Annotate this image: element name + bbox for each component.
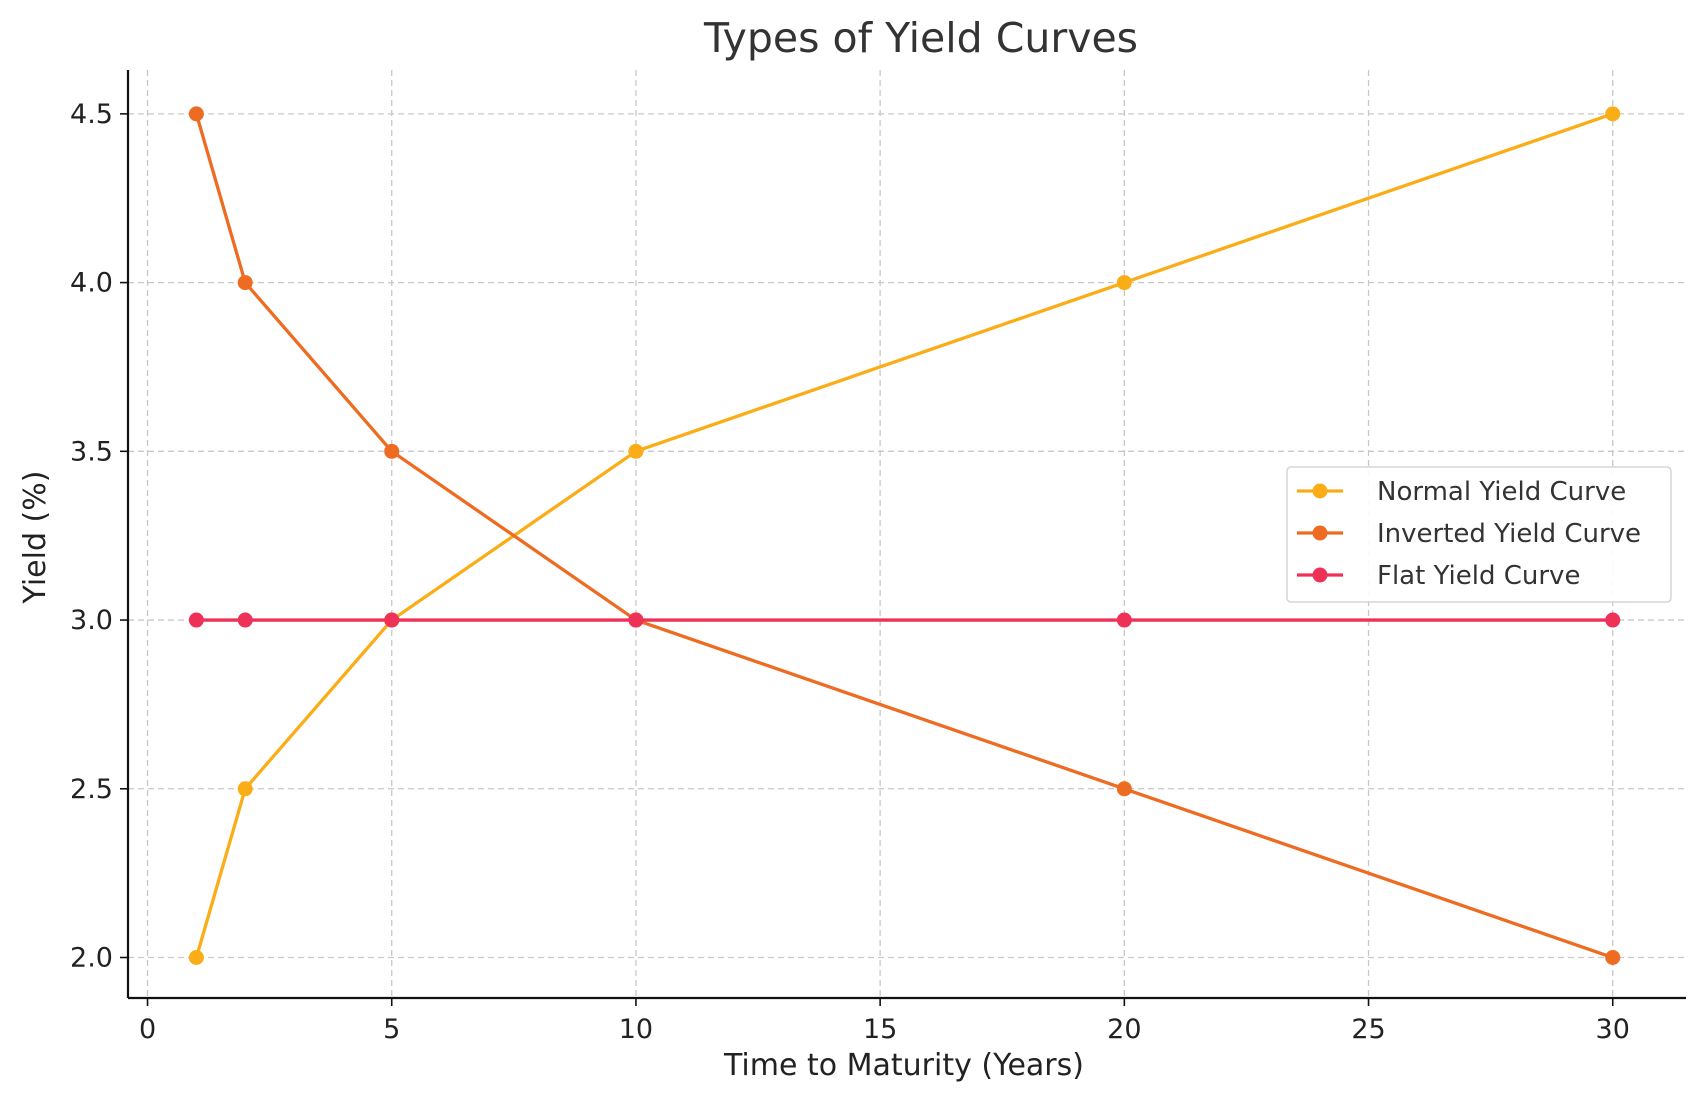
legend-marker-inverted-yield-curve: [1312, 525, 1328, 541]
legend-label-inverted-yield-curve: Inverted Yield Curve: [1377, 519, 1641, 549]
data-point-flat-yield-curve: [384, 612, 400, 628]
legend: Normal Yield Curve Inverted Yield Curve Fl…: [1286, 466, 1672, 603]
y-tick-label: 2.5: [70, 774, 113, 805]
x-axis-title: Time to Maturity (Years): [723, 1048, 1084, 1083]
data-point-inverted-yield-curve: [1605, 950, 1621, 966]
legend-marker-flat-yield-curve: [1312, 567, 1328, 583]
legend-label-normal-yield-curve: Normal Yield Curve: [1377, 477, 1626, 507]
data-point-flat-yield-curve: [237, 612, 253, 628]
series-group: [188, 106, 1621, 966]
axes: [120, 70, 1686, 1006]
data-point-flat-yield-curve: [1116, 612, 1132, 628]
data-point-inverted-yield-curve: [188, 106, 204, 122]
x-tick-label: 10: [619, 1014, 653, 1045]
series-line-inverted-yield-curve: [194, 112, 1615, 960]
tick-labels: 0 5 10 15 20 25 30 2.0 2.5 3.0 3.5 4.0 4.5: [70, 99, 1630, 1045]
x-tick-label: 5: [383, 1014, 400, 1045]
data-point-inverted-yield-curve: [1116, 781, 1132, 797]
data-point-normal-yield-curve: [237, 781, 253, 797]
data-point-flat-yield-curve: [188, 612, 204, 628]
data-point-normal-yield-curve: [1116, 275, 1132, 291]
data-point-normal-yield-curve: [628, 443, 644, 459]
y-tick-label: 3.0: [70, 605, 113, 636]
y-tick-label: 4.0: [70, 268, 113, 299]
y-tick-label: 3.5: [70, 436, 113, 467]
data-point-inverted-yield-curve: [237, 275, 253, 291]
x-tick-label: 15: [863, 1014, 897, 1045]
x-tick-label: 0: [139, 1014, 156, 1045]
x-tick-label: 30: [1596, 1014, 1630, 1045]
y-tick-label: 2.0: [70, 943, 113, 974]
legend-label-flat-yield-curve: Flat Yield Curve: [1377, 561, 1580, 591]
y-axis-title: Yield (%): [18, 471, 53, 605]
data-point-inverted-yield-curve: [384, 443, 400, 459]
x-tick-label: 25: [1351, 1014, 1385, 1045]
data-point-flat-yield-curve: [1605, 612, 1621, 628]
chart-title: Types of Yield Curves: [703, 14, 1138, 62]
data-point-normal-yield-curve: [188, 950, 204, 966]
x-tick-label: 20: [1107, 1014, 1141, 1045]
y-tick-label: 4.5: [70, 99, 113, 130]
legend-box: [1286, 466, 1672, 603]
data-point-normal-yield-curve: [1605, 106, 1621, 122]
data-point-flat-yield-curve: [628, 612, 644, 628]
legend-marker-normal-yield-curve: [1312, 483, 1328, 499]
